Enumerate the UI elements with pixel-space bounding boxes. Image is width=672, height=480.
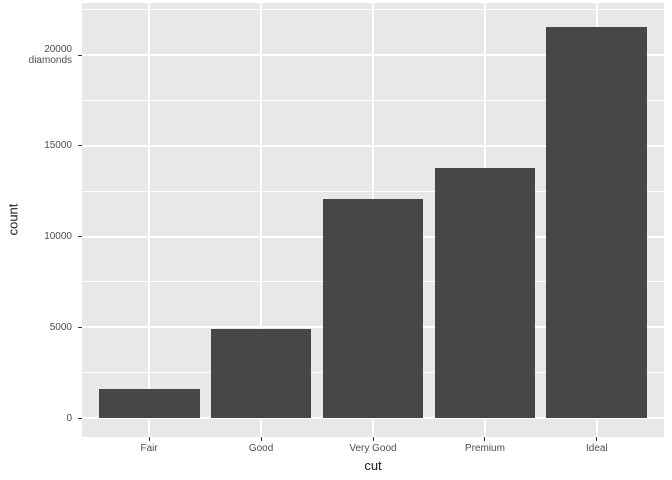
x-tick-label: Good [248,443,274,454]
y-axis-title: count [5,203,21,236]
bar-good [210,328,312,418]
bar-very-good [322,198,424,418]
y-tick-label: 10000 [44,231,72,242]
y-tick-label: 0 [66,412,72,424]
bar-fair [98,388,200,418]
y-tick-label-line: diamonds [28,55,72,66]
plot-panel [82,3,664,437]
y-tick-mark [78,145,82,147]
x-tick-mark [596,437,598,441]
x-tick-label: Fair [140,443,158,454]
gridline-major-vertical [260,3,263,437]
x-tick-label: Very Good [349,443,397,454]
x-tick-label: Premium [464,443,505,454]
y-tick-label-line: 20000 [44,44,72,55]
x-tick-mark [148,437,150,441]
x-tick-mark [260,437,262,441]
y-tick-label: 20000 diamonds [0,44,72,66]
y-tick-mark [78,236,82,237]
y-tick-mark [78,54,82,56]
y-tick-label: 5000 [49,321,72,333]
y-tick-mark [78,417,82,419]
x-tick-mark [484,437,486,441]
bar-ideal [546,26,648,418]
gridline-major-vertical [148,3,151,437]
bar-premium [434,167,536,418]
y-tick-label: 15000 [44,140,72,152]
y-tick-mark [78,326,82,328]
x-tick-mark [372,437,374,441]
x-axis-title: cut [364,458,382,473]
x-tick-label: Ideal [586,443,608,454]
